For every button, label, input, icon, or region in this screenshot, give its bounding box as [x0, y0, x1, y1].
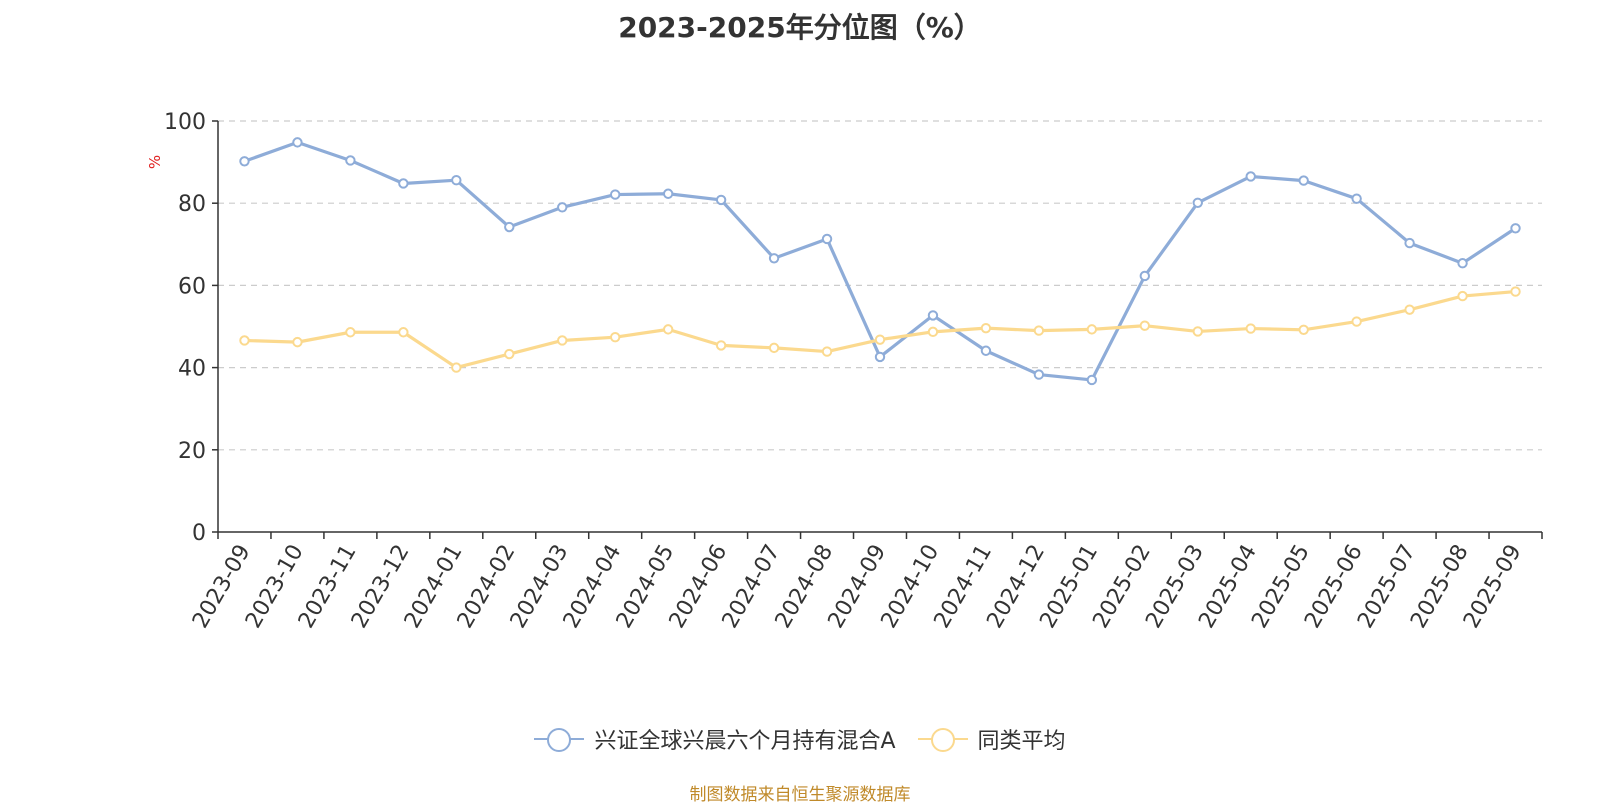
series-layer: [239, 137, 1521, 386]
axes: 0204060801002023-092023-102023-112023-12…: [164, 110, 1543, 633]
data-point[interactable]: [345, 327, 356, 338]
data-point[interactable]: [292, 137, 303, 148]
chart-title: 2023-2025年分位图（%）: [618, 11, 982, 44]
data-point[interactable]: [345, 155, 356, 166]
data-point[interactable]: [451, 362, 462, 373]
y-tick-label: 80: [178, 192, 206, 217]
data-point[interactable]: [504, 221, 515, 233]
data-point[interactable]: [292, 336, 303, 348]
data-point[interactable]: [1298, 324, 1309, 335]
data-point[interactable]: [1351, 316, 1362, 327]
grid-lines: [218, 120, 1542, 451]
series-1: [239, 286, 1521, 373]
data-point[interactable]: [927, 326, 939, 338]
data-point[interactable]: [980, 322, 992, 334]
data-point[interactable]: [504, 348, 515, 360]
data-point[interactable]: [874, 351, 886, 363]
data-point[interactable]: [1139, 270, 1151, 282]
y-tick-label: 40: [178, 357, 206, 382]
data-point[interactable]: [239, 156, 250, 167]
data-point[interactable]: [1457, 290, 1468, 302]
data-point[interactable]: [1033, 369, 1045, 380]
data-point[interactable]: [1192, 326, 1203, 337]
y-axis-label: %: [146, 155, 164, 169]
legend-marker-icon: [917, 726, 968, 752]
data-point[interactable]: [557, 202, 568, 213]
data-point[interactable]: [1086, 374, 1098, 386]
data-point[interactable]: [1404, 304, 1415, 315]
data-point[interactable]: [1192, 197, 1203, 208]
data-point[interactable]: [927, 310, 939, 321]
y-tick-label: 20: [178, 439, 206, 464]
data-point[interactable]: [610, 331, 621, 343]
data-point[interactable]: [1245, 323, 1256, 334]
data-point[interactable]: [557, 335, 568, 346]
legend-item[interactable]: 兴证全球兴晨六个月持有混合A: [534, 723, 896, 755]
data-point[interactable]: [768, 342, 780, 354]
legend-marker-icon: [534, 726, 585, 752]
legend-item[interactable]: 同类平均: [917, 723, 1066, 755]
data-point[interactable]: [715, 194, 727, 206]
data-point[interactable]: [451, 174, 462, 186]
legend-label: 兴证全球兴晨六个月持有混合A: [594, 729, 896, 754]
y-tick-label: 60: [178, 274, 206, 299]
data-point[interactable]: [1510, 286, 1521, 297]
data-point[interactable]: [1351, 193, 1362, 204]
legend: 兴证全球兴晨六个月持有混合A 同类平均: [0, 722, 1600, 756]
data-point[interactable]: [715, 340, 727, 351]
data-point[interactable]: [239, 335, 250, 346]
source-note: 制图数据来自恒生聚源数据库: [689, 785, 911, 805]
data-point[interactable]: [662, 324, 674, 335]
data-point[interactable]: [980, 345, 992, 356]
data-point[interactable]: [1404, 237, 1415, 249]
data-point[interactable]: [821, 233, 833, 245]
data-point[interactable]: [768, 253, 780, 264]
data-point[interactable]: [662, 188, 674, 199]
data-point[interactable]: [1298, 175, 1309, 186]
legend-label: 同类平均: [977, 729, 1066, 754]
data-point[interactable]: [398, 327, 409, 338]
data-point[interactable]: [398, 178, 409, 189]
data-point[interactable]: [1457, 258, 1468, 269]
data-point[interactable]: [1033, 325, 1045, 336]
data-point[interactable]: [1245, 171, 1256, 182]
data-point[interactable]: [610, 189, 621, 200]
y-tick-label: 0: [192, 521, 206, 546]
data-point[interactable]: [1510, 223, 1521, 234]
data-point[interactable]: [821, 346, 833, 357]
data-point[interactable]: [1086, 324, 1098, 335]
data-point[interactable]: [1139, 320, 1151, 331]
data-point[interactable]: [874, 334, 886, 345]
y-tick-label: 100: [164, 110, 206, 135]
series-0: [239, 137, 1521, 386]
